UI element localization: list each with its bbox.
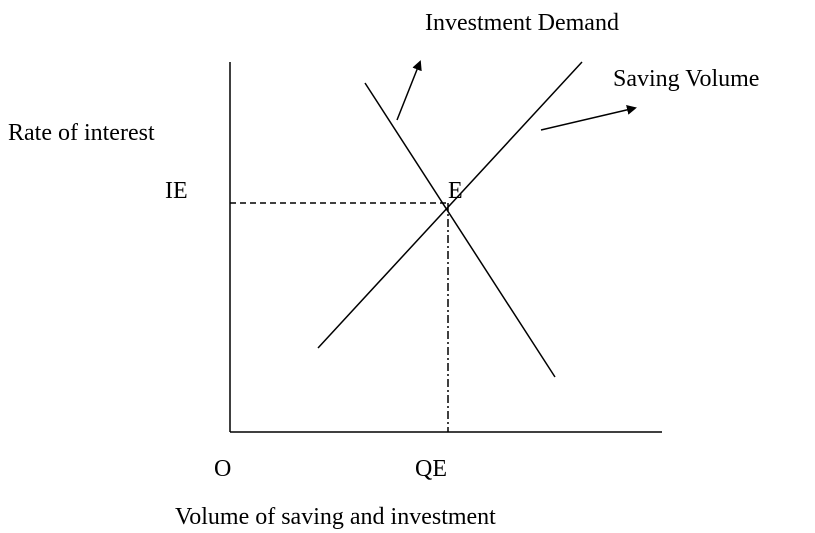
curve-label: Saving Volume bbox=[613, 66, 759, 92]
point-label: QE bbox=[415, 456, 447, 482]
investment-demand-line bbox=[364, 82, 556, 378]
point-label: E bbox=[448, 178, 463, 204]
pointer-arrow bbox=[540, 104, 637, 131]
curve-label: Investment Demand bbox=[425, 10, 619, 36]
axis-label: Volume of saving and investment bbox=[175, 504, 496, 530]
point-label: IE bbox=[165, 178, 188, 204]
saving-line bbox=[317, 61, 583, 349]
pointer-arrow bbox=[396, 60, 422, 121]
axis-label: Rate of interest bbox=[8, 120, 155, 146]
point-label: O bbox=[214, 456, 231, 482]
